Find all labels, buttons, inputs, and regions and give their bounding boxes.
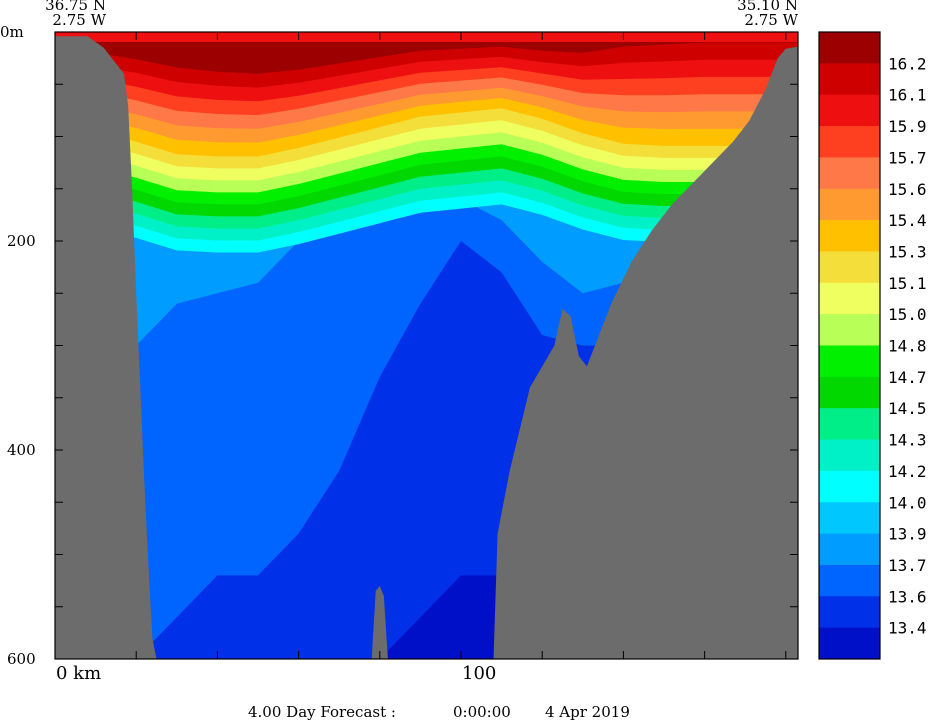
colorbar-label: 13.7 [888, 556, 927, 575]
colorbar-swatch [819, 439, 880, 472]
colorbar-label: 14.5 [888, 399, 927, 418]
colorbar-swatch [819, 32, 880, 64]
x-tick-label: 100 [462, 663, 496, 684]
colorbar-swatch [819, 533, 880, 566]
plot-area [55, 32, 798, 659]
right-location-label: 35.10 N 2.75 W [737, 0, 798, 29]
x-axis: 0 km 100 [54, 32, 787, 684]
colorbar-swatch [819, 564, 880, 597]
temperature-band [55, 32, 798, 74]
colorbar-swatch [819, 596, 880, 629]
colorbar-label: 14.7 [888, 368, 927, 387]
colorbar-label: 14.3 [888, 431, 927, 450]
y-tick-label: 600 [7, 650, 36, 668]
y-axis: 0m 200 400 600 [0, 23, 798, 668]
left-longitude: 2.75 W [52, 11, 106, 29]
colorbar-swatch [819, 376, 880, 409]
forecast-time: 0:00:00 [453, 703, 511, 721]
colorbar-swatch [819, 220, 880, 252]
colorbar-label: 14.8 [888, 337, 927, 356]
colorbar-label: 15.6 [888, 180, 927, 199]
colorbar: 16.2 16.1 15.9 15.7 15.6 15.4 15.3 15.1 15.0 14.8… [818, 31, 927, 660]
colorbar-swatch [819, 627, 880, 660]
colorbar-swatch [819, 251, 880, 284]
temperature-bands [55, 32, 798, 659]
colorbar-label: 14.2 [888, 462, 927, 481]
y-axis-top-label: 0m [0, 23, 24, 41]
colorbar-label: 16.2 [888, 54, 927, 73]
surface-layer [55, 32, 798, 42]
colorbar-label: 15.0 [888, 305, 927, 324]
colorbar-swatch [819, 94, 880, 127]
colorbar-label: 13.9 [888, 525, 927, 544]
right-longitude: 2.75 W [744, 11, 798, 29]
y-tick-label: 200 [7, 232, 36, 250]
colorbar-swatch [819, 157, 880, 190]
colorbar-swatch [819, 282, 880, 315]
colorbar-swatch [819, 345, 880, 378]
colorbar-swatch [819, 314, 880, 346]
forecast-footer: 4.00 Day Forecast : 0:00:00 4 Apr 2019 [248, 703, 630, 721]
left-latitude: 36.75 N [45, 0, 106, 14]
seafloor-land [55, 36, 798, 659]
colorbar-swatch [819, 502, 880, 535]
colorbar-swatch [819, 63, 880, 96]
colorbar-swatch [819, 470, 880, 503]
forecast-label: 4.00 Day Forecast : [248, 703, 396, 721]
colorbar-label: 16.1 [888, 86, 927, 105]
x-tick-label: 0 km [56, 663, 101, 684]
colorbar-label: 15.9 [888, 117, 927, 136]
colorbar-label: 15.4 [888, 211, 927, 230]
colorbar-swatch [819, 126, 880, 158]
colorbar-frame [818, 31, 881, 660]
colorbar-label: 13.6 [888, 587, 927, 606]
colorbar-swatch [819, 188, 880, 221]
colorbar-label: 13.4 [888, 619, 927, 638]
colorbar-label: 15.1 [888, 274, 927, 293]
colorbar-swatch [819, 408, 880, 441]
right-latitude: 35.10 N [737, 0, 798, 14]
colorbar-label: 15.3 [888, 242, 927, 261]
forecast-date: 4 Apr 2019 [545, 703, 630, 721]
y-tick-label: 400 [7, 441, 36, 459]
colorbar-label: 15.7 [888, 148, 927, 167]
colorbar-label: 14.0 [888, 493, 927, 512]
left-location-label: 36.75 N 2.75 W [45, 0, 106, 29]
